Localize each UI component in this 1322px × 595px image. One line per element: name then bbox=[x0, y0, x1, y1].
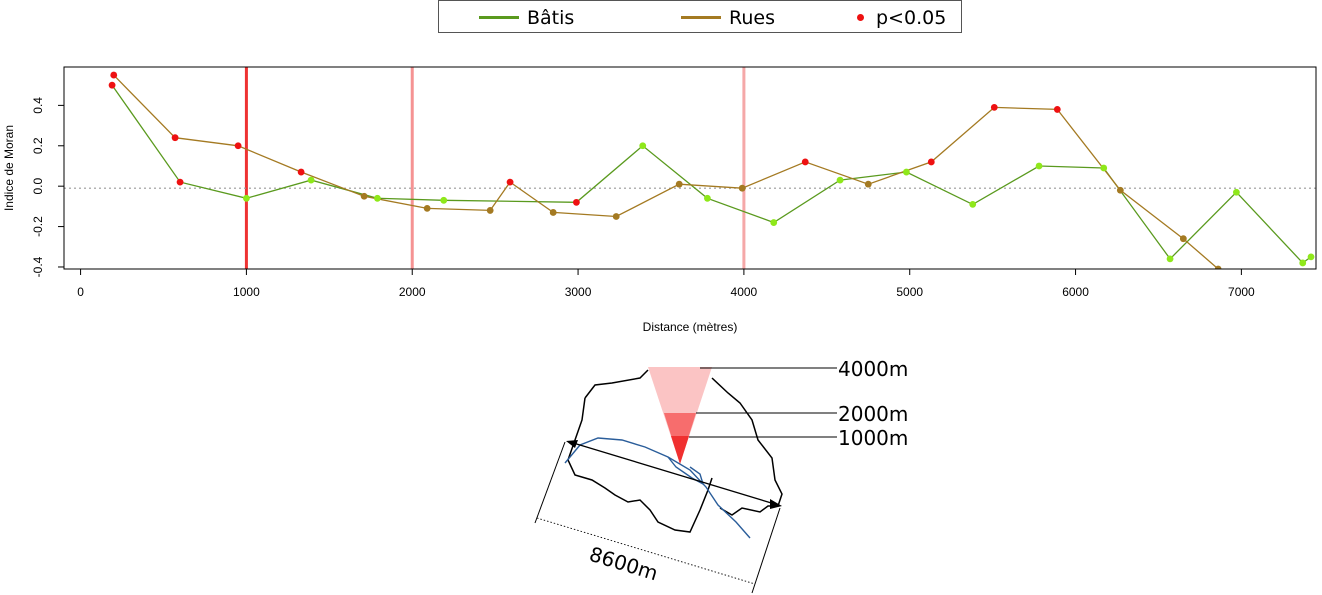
inset-diagram: 4000m 2000m 1000m 8600m bbox=[534, 357, 908, 594]
series-0-point-7 bbox=[639, 142, 647, 150]
series-1-point-8 bbox=[549, 209, 557, 216]
series-1-point-12 bbox=[801, 158, 809, 166]
x-tick-label-2000: 2000 bbox=[399, 285, 426, 299]
series-1-point-17 bbox=[1116, 186, 1124, 194]
x-tick-label-1000: 1000 bbox=[233, 285, 260, 299]
series-0-point-8 bbox=[704, 194, 711, 202]
label-2000m: 2000m bbox=[838, 402, 908, 426]
arrow-head-right bbox=[770, 499, 782, 509]
extent-bracket-left bbox=[534, 441, 566, 524]
legend-signif-swatch bbox=[857, 14, 864, 21]
legend-item-rues: Rues bbox=[681, 1, 775, 34]
x-tick-label-7000: 7000 bbox=[1228, 285, 1255, 299]
label-8600m: 8600m bbox=[587, 542, 661, 586]
arrow-head-left bbox=[566, 440, 578, 448]
legend-batis-swatch bbox=[479, 16, 519, 19]
series-1-point-7 bbox=[506, 178, 514, 186]
series-0-point-3 bbox=[307, 176, 315, 184]
series-1-point-16 bbox=[1053, 106, 1061, 113]
legend: Bâtis Rues p<0.05 bbox=[438, 0, 962, 33]
label-1000m: 1000m bbox=[838, 426, 908, 450]
series-0-point-2 bbox=[243, 194, 250, 202]
series-1-point-3 bbox=[297, 168, 305, 176]
series-0-point-16 bbox=[1233, 188, 1240, 196]
series-1-point-4 bbox=[360, 192, 368, 200]
series-0-point-17 bbox=[1299, 259, 1307, 267]
series-0-point-11 bbox=[903, 168, 910, 176]
series-0-point-6 bbox=[573, 198, 580, 206]
legend-item-signif: p<0.05 bbox=[857, 1, 946, 34]
series-0-point-1 bbox=[176, 178, 184, 186]
series-1-point-5 bbox=[423, 205, 431, 212]
x-tick-label-5000: 5000 bbox=[896, 285, 923, 299]
series-1-point-11 bbox=[738, 184, 746, 192]
extent-baseline bbox=[536, 517, 756, 585]
series-1-point-10 bbox=[675, 180, 683, 188]
y-axis-label: Indice de Moran bbox=[2, 125, 16, 211]
legend-batis-label: Bâtis bbox=[527, 6, 575, 29]
label-4000m: 4000m bbox=[838, 357, 908, 381]
x-axis-label: Distance (mètres) bbox=[643, 320, 738, 334]
plot-frame bbox=[63, 66, 1317, 270]
cone-1000 bbox=[671, 436, 689, 464]
series-1-point-6 bbox=[486, 207, 494, 214]
y-tick-label-3: 0.2 bbox=[31, 137, 45, 154]
y-tick-label-2: 0.0 bbox=[31, 178, 45, 195]
x-tick-label-4000: 4000 bbox=[731, 285, 758, 299]
series-1-point-15 bbox=[990, 104, 998, 111]
legend-item-batis: Bâtis bbox=[479, 1, 574, 34]
series-0-point-15 bbox=[1166, 255, 1174, 263]
series-0-point-12 bbox=[969, 200, 977, 208]
y-tick-label-4: 0.4 bbox=[31, 97, 45, 114]
extent-bracket-right bbox=[751, 507, 781, 594]
x-tick-label-6000: 6000 bbox=[1062, 285, 1089, 299]
series-1-point-14 bbox=[927, 158, 935, 166]
series-1-point-19 bbox=[1214, 265, 1222, 269]
series-0-point-0 bbox=[108, 81, 116, 89]
y-tick-label-1: -0.2 bbox=[31, 216, 45, 237]
river-branch bbox=[667, 456, 705, 486]
legend-rues-label: Rues bbox=[729, 6, 775, 29]
x-tick-label-3000: 3000 bbox=[565, 285, 592, 299]
series-1-point-2 bbox=[234, 142, 242, 150]
series-1-point-18 bbox=[1179, 235, 1187, 243]
series-1-point-9 bbox=[612, 213, 620, 220]
series-0-point-18 bbox=[1307, 253, 1315, 261]
series-0-point-9 bbox=[770, 219, 778, 226]
city-outline bbox=[567, 369, 783, 533]
series-0-point-13 bbox=[1035, 162, 1043, 170]
series-1-point-0 bbox=[110, 71, 118, 79]
plot-layer: 0 1000 2000 3000 4000 5000 6000 7000 -0.4 -0.2 0.0… bbox=[31, 66, 1317, 299]
series-group bbox=[108, 71, 1315, 269]
series-line-1 bbox=[113, 74, 1219, 269]
legend-signif-label: p<0.05 bbox=[876, 6, 947, 29]
series-0-point-4 bbox=[374, 194, 381, 202]
series-0-point-5 bbox=[440, 196, 448, 204]
series-1-point-13 bbox=[864, 180, 872, 188]
series-0-point-14 bbox=[1100, 164, 1108, 172]
x-tick-label-0: 0 bbox=[77, 285, 84, 299]
y-tick-label-0: -0.4 bbox=[31, 256, 45, 277]
legend-rues-swatch bbox=[681, 16, 721, 19]
series-0-point-10 bbox=[836, 176, 844, 184]
series-line-0 bbox=[111, 84, 1312, 264]
series-1-point-1 bbox=[171, 134, 179, 142]
extent-arrow-line bbox=[569, 441, 779, 506]
